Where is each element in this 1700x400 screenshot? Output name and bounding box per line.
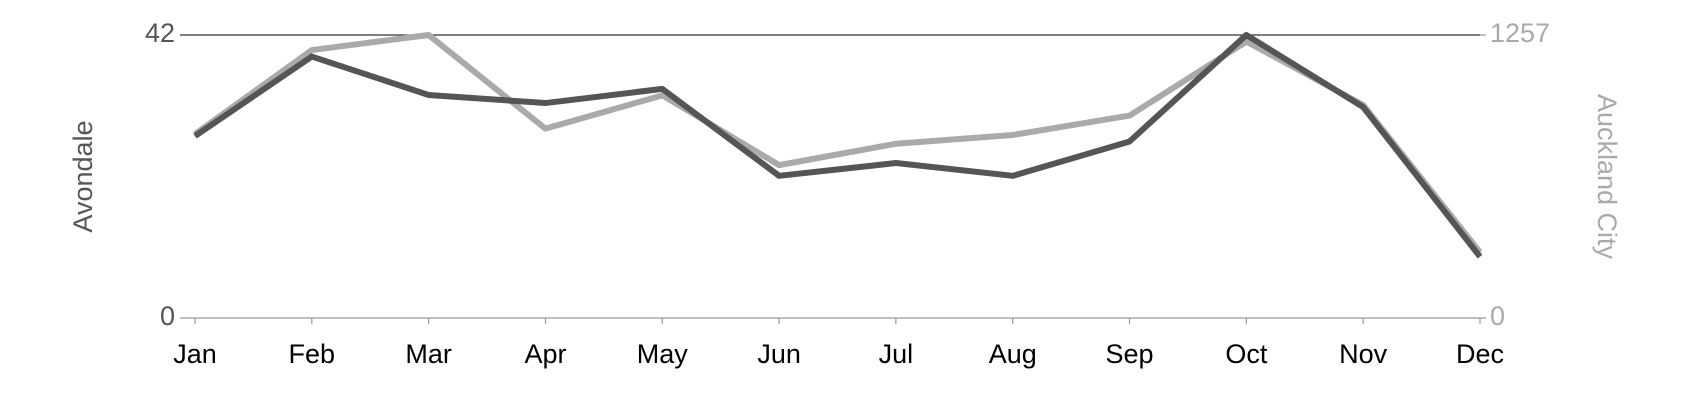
x-tick-label: Jul bbox=[879, 339, 914, 369]
y-tick-label: 0 bbox=[160, 301, 175, 331]
x-tick-label: Aug bbox=[989, 339, 1037, 369]
y-axis-title: Avondale bbox=[68, 120, 98, 232]
x-tick-label: Mar bbox=[405, 339, 452, 369]
x-tick-label: Feb bbox=[289, 339, 336, 369]
x-tick-label: Apr bbox=[524, 339, 566, 369]
x-tick-label: Oct bbox=[1225, 339, 1268, 369]
x-tick-label: Sep bbox=[1106, 339, 1154, 369]
y2-tick-label: 0 bbox=[1490, 301, 1505, 331]
y2-axis-title: Auckland City bbox=[1592, 94, 1622, 260]
y-tick-label: 42 bbox=[145, 18, 175, 48]
x-tick-label: Jun bbox=[757, 339, 801, 369]
series-line bbox=[193, 32, 1483, 259]
x-tick-label: Dec bbox=[1456, 339, 1504, 369]
x-tick-label: Nov bbox=[1339, 339, 1388, 369]
y2-tick-label: 1257 bbox=[1490, 18, 1550, 48]
x-tick-label: Jan bbox=[173, 339, 217, 369]
series-line bbox=[193, 32, 1483, 255]
x-tick-label: May bbox=[637, 339, 689, 369]
